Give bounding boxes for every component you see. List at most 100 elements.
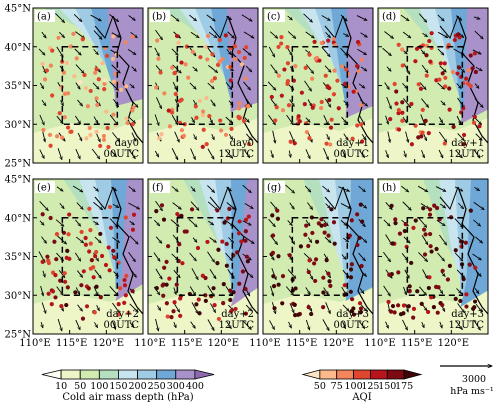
panel-letter-bg [380, 10, 400, 22]
aqi-station-dot [241, 118, 247, 124]
aqi-station-dot [48, 63, 54, 68]
aqi-station-dot [328, 283, 333, 289]
wind-vector [401, 185, 408, 192]
aqi-station-dot [396, 303, 401, 308]
wind-vector [437, 31, 448, 39]
aqi-station-dot [161, 293, 166, 298]
wind-vector [109, 81, 118, 91]
time-label-utc: 00UTC [104, 149, 140, 160]
wind-vector [41, 31, 46, 38]
aqi-station-dot [358, 202, 363, 207]
wind-vector [305, 31, 315, 38]
aqi-station-dot [229, 309, 234, 314]
coastline [112, 15, 143, 144]
aqi-station-dot [293, 313, 298, 318]
wind-vector [305, 287, 311, 294]
aqi-station-dot [358, 309, 364, 315]
lat-tick-label: 25°N [5, 159, 32, 170]
aqi-station-dot [106, 144, 111, 150]
aqi-station-dot [473, 265, 478, 270]
aqi-station-dot [279, 35, 284, 40]
wind-vector [192, 237, 197, 243]
aqi-station-dot [239, 62, 245, 67]
aqi-station-dot [91, 275, 96, 280]
aqi-station-dot [326, 38, 331, 43]
aqi-station-dot [411, 306, 417, 311]
wind-vector [385, 321, 389, 329]
wind-vector [384, 31, 393, 39]
wind-vector [323, 287, 329, 294]
colorbar-segment [137, 369, 158, 380]
wind-vector [189, 252, 197, 261]
aqi-station-dot [158, 70, 163, 75]
aqi-station-dot [177, 242, 182, 247]
aqi-station-dot [316, 221, 321, 226]
wind-vector [456, 115, 462, 124]
aqi-station-dot [124, 273, 129, 279]
wind-vector [74, 48, 81, 55]
wind-vector [154, 47, 160, 56]
aqi-station-dot [433, 284, 439, 289]
wind-vector [436, 219, 445, 226]
aqi-station-dot [326, 233, 331, 238]
aqi-station-dot [358, 306, 364, 311]
aqi-station-dot [177, 98, 182, 104]
aqi-station-dot [327, 279, 332, 284]
border-line [94, 186, 114, 210]
wind-vector [356, 15, 367, 21]
wind-vector [455, 15, 462, 21]
wind-vector [474, 186, 479, 190]
wind-vector [305, 149, 311, 158]
colorbar-tick-label: 150 [109, 381, 127, 392]
wind-vector [226, 15, 231, 20]
wind-vector [42, 131, 45, 142]
wind-vector [75, 287, 81, 294]
aqi-station-dot [228, 78, 233, 83]
aqi-station-dot [287, 253, 292, 258]
wind-vector [41, 236, 46, 244]
wind-vector [338, 186, 349, 192]
wind-vector [305, 219, 310, 226]
wind-vector [227, 269, 235, 278]
wind-vector [287, 15, 293, 20]
wind-vector [440, 203, 445, 208]
wind-vector [210, 99, 216, 106]
aqi-station-dot [131, 212, 137, 217]
aqi-station-dot [64, 302, 69, 308]
aqi-station-dot [326, 271, 331, 276]
aqi-station-dot [416, 82, 421, 87]
wind-vector [112, 132, 119, 142]
wind-vector [270, 150, 273, 158]
aqi-station-dot [442, 61, 447, 66]
aqi-station-dot [271, 274, 276, 279]
aqi-station-dot [453, 296, 458, 301]
wind-vector [303, 13, 313, 22]
aqi-station-dot [119, 87, 124, 92]
map-content [33, 8, 143, 163]
wind-vectors [382, 13, 484, 158]
aqi-station-dot [65, 91, 71, 96]
wind-vector [454, 252, 463, 261]
wind-vector [153, 219, 159, 226]
aqi-station-dot [162, 265, 167, 270]
wind-vector [38, 48, 45, 55]
colorbar-segment [79, 369, 100, 380]
wind-vector [421, 98, 428, 108]
wind-vector [420, 49, 425, 55]
wind-vectors [37, 185, 139, 331]
aqi-station-dot [312, 261, 317, 266]
aqi-stations [386, 203, 478, 320]
study-region-box [176, 46, 234, 125]
aqi-station-dot [269, 94, 274, 100]
wind-vector [75, 319, 81, 330]
aqi-station-dot [173, 91, 178, 97]
aqi-station-dot [205, 239, 210, 245]
aqi-station-dot [274, 105, 279, 110]
panel-letter: (e) [37, 183, 51, 194]
aqi-station-dot [156, 56, 161, 61]
aqi-station-dot [354, 63, 360, 69]
wind-vector [94, 236, 101, 243]
aqi-station-dot [349, 218, 354, 223]
wind-vector [226, 49, 231, 54]
aqi-station-dot [124, 116, 129, 121]
